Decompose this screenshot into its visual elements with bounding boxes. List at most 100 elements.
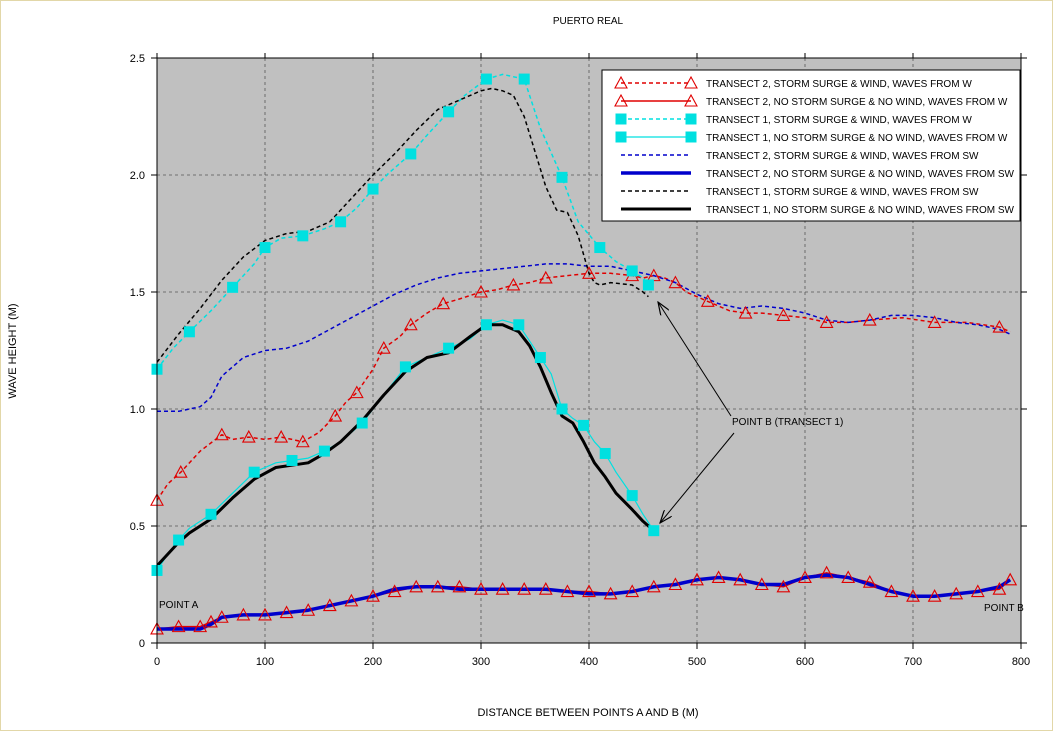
series-1-marker (738, 305, 753, 319)
series-4-marker (534, 352, 546, 364)
annotation-arrow-upper (658, 302, 732, 417)
x-tick-label: 400 (580, 656, 598, 668)
series-2-marker (193, 619, 208, 633)
series-2-marker (430, 579, 445, 593)
point-a-label: POINT A (159, 600, 199, 611)
x-tick-label: 200 (364, 656, 382, 668)
series-4-marker (556, 403, 568, 415)
y-tick-label: 0 (139, 638, 145, 650)
series-2-marker (322, 598, 337, 612)
legend-label-6: TRANSECT 2, NO STORM SURGE & NO WIND, WA… (706, 169, 1015, 180)
series-2-marker (906, 589, 920, 602)
series-2-marker (517, 582, 532, 595)
annotation-arrow-lower (660, 432, 735, 523)
series-line-3 (157, 73, 649, 370)
series-2-marker (711, 570, 726, 584)
series-3-marker (183, 326, 195, 338)
legend-marker (615, 113, 627, 125)
series-4-marker (648, 525, 660, 537)
series-3-marker (626, 265, 638, 277)
series-3-marker (227, 281, 239, 293)
series-2-marker (474, 582, 488, 595)
chart-title: PUERTO REAL (553, 16, 624, 27)
y-tick-label: 2.5 (130, 53, 145, 65)
axis-ticks: 0 100 200 300 400 500 600 700 800 0 0.5 1.0 1.5 2.0 2.… (130, 53, 1030, 668)
legend-marker (614, 93, 628, 107)
y-tick-label: 1.5 (130, 287, 145, 299)
series-2-marker (301, 603, 316, 616)
legend-label-5: TRANSECT 2, STORM SURGE & WIND, WAVES FR… (706, 151, 979, 162)
series-2-marker (582, 584, 596, 598)
series-3-marker (259, 242, 271, 254)
series-2-marker (970, 584, 985, 598)
series-1-marker (328, 408, 343, 422)
series-2-marker (603, 586, 618, 600)
legend-label-3: TRANSECT 1, STORM SURGE & WIND, WAVES FR… (706, 115, 972, 126)
series-3-marker (556, 171, 568, 183)
legend-label-2: TRANSECT 2, NO STORM SURGE & NO WIND, WA… (706, 97, 1008, 108)
series-4-marker (173, 534, 185, 546)
series-4-marker (513, 319, 525, 331)
y-axis-title: WAVE HEIGHT (M) (7, 303, 19, 398)
series-4-marker (480, 319, 492, 331)
series-3-marker (367, 183, 379, 195)
series-4-marker (205, 508, 217, 520)
legend-marker (685, 113, 697, 125)
series-1-marker (436, 296, 451, 310)
series-2-marker (1003, 572, 1018, 586)
series-2-marker (366, 589, 380, 602)
series-2-marker (884, 584, 899, 598)
series-2-marker (214, 610, 229, 623)
x-tick-label: 500 (688, 656, 706, 668)
series-2-marker (236, 607, 251, 621)
series-2-marker (798, 570, 812, 584)
series-line-5 (157, 263, 1011, 413)
series-1-marker (776, 308, 791, 321)
legend-marker (615, 131, 627, 143)
series-2-marker (387, 584, 402, 598)
series-3-marker (480, 73, 492, 85)
series-1-marker (214, 427, 229, 441)
series-4-marker (286, 454, 298, 466)
y-tick-label: 2.0 (130, 170, 145, 182)
series-2-marker (992, 582, 1007, 595)
point-b-transect1-label: POINT B (TRANSECT 1) (732, 417, 843, 428)
series-2-marker (733, 572, 748, 586)
series-2-marker (409, 579, 424, 593)
series-2-marker (171, 619, 186, 633)
series-4-marker (626, 490, 638, 502)
series-2-marker (495, 582, 510, 595)
series-4-marker (248, 466, 260, 478)
series-1-marker (538, 270, 553, 284)
x-tick-label: 700 (904, 656, 922, 668)
series-3-marker (297, 230, 309, 242)
series-2-marker (452, 579, 467, 593)
series-2-marker (204, 614, 218, 628)
series-4-marker (399, 361, 411, 373)
series-2-marker (344, 593, 359, 607)
x-axis-title: DISTANCE BETWEEN POINTS A AND B (M) (477, 707, 698, 719)
legend-marker (614, 75, 628, 89)
series-3-marker (642, 279, 654, 291)
series-3-marker (405, 148, 417, 160)
series-3-marker (335, 216, 347, 228)
series-2-marker (927, 589, 942, 602)
legend-marker (684, 75, 698, 89)
series-1-marker (295, 434, 310, 448)
x-tick-label: 0 (154, 656, 160, 668)
legend-label-8: TRANSECT 1, NO STORM SURGE & NO WIND, WA… (706, 205, 1015, 216)
series-1-marker (668, 275, 683, 289)
y-tick-label: 1.0 (130, 404, 145, 416)
series-1-marker (992, 319, 1007, 333)
legend: TRANSECT 2, STORM SURGE & WIND, WAVES FR… (601, 69, 1021, 222)
legend-label-1: TRANSECT 2, STORM SURGE & WIND, WAVES FR… (706, 79, 972, 90)
series-3-marker (443, 106, 455, 118)
series-4-marker (318, 445, 330, 457)
series-2-marker (841, 570, 856, 584)
series-2-marker (538, 582, 553, 595)
series-2-marker (862, 575, 877, 588)
series-4-marker (356, 417, 368, 429)
legend-box (601, 69, 1021, 222)
